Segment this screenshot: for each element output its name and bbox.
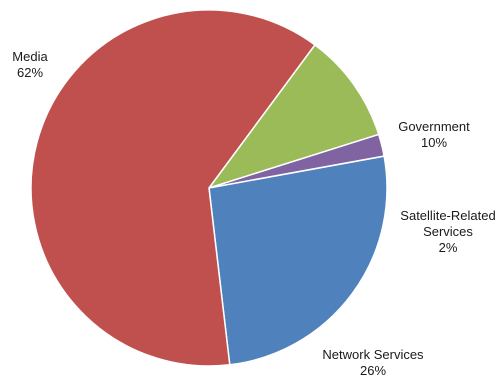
pie-slices [30, 9, 388, 367]
slice-label-network-services: Network Services 26% [322, 347, 424, 378]
slice-category-label: Network Services [322, 347, 424, 362]
slice-value-label: 2% [439, 240, 458, 255]
slice-category-label: Services [423, 224, 473, 239]
pie-slice-media [30, 9, 316, 367]
slice-value-label: 10% [421, 135, 447, 150]
pie-slice-government [208, 44, 380, 189]
slice-category-label: Satellite-Related [400, 208, 495, 223]
slice-value-label: 62% [17, 65, 43, 80]
slice-category-label: Media [12, 49, 48, 64]
slice-label-government: Government 10% [398, 119, 470, 150]
pie-labels: Government 10% Satellite-Related Services 2%… [12, 49, 495, 378]
slice-label-satellite-related-services: Satellite-Related Services 2% [400, 208, 495, 255]
slice-category-label: Government [398, 119, 470, 134]
pie-slice-network-services [208, 155, 388, 366]
slice-value-label: 26% [360, 363, 386, 378]
slice-label-media: Media 62% [12, 49, 48, 80]
